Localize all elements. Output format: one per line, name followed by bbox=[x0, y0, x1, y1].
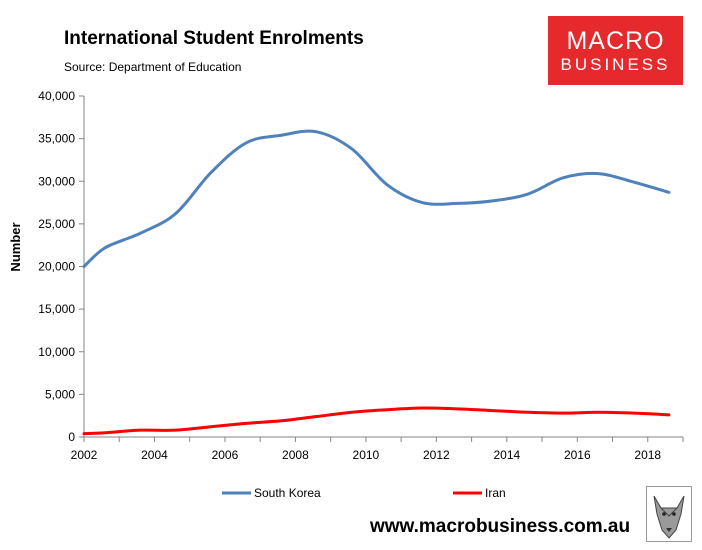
y-tick-label: 25,000 bbox=[38, 217, 75, 231]
y-axis-ticks: 0 5,000 10,000 15,000 20,000 25,000 30,000 35,0… bbox=[38, 89, 84, 444]
macrobusiness-logo: MACRO BUSINESS bbox=[548, 16, 683, 85]
logo-text-macro: MACRO bbox=[566, 27, 665, 55]
series-lines bbox=[82, 129, 671, 436]
y-tick-label: 15,000 bbox=[38, 302, 75, 316]
legend-label-south-korea: South Korea bbox=[254, 486, 321, 500]
x-tick-label: 2018 bbox=[634, 448, 661, 462]
x-tick-label: 2012 bbox=[423, 448, 450, 462]
x-tick-label: 2014 bbox=[493, 448, 520, 462]
y-tick-label: 10,000 bbox=[38, 345, 75, 359]
legend: South Korea Iran bbox=[222, 486, 506, 500]
x-tick-label: 2008 bbox=[282, 448, 309, 462]
legend-label-iran: Iran bbox=[485, 486, 506, 500]
x-tick-label: 2010 bbox=[353, 448, 380, 462]
x-axis-ticks: 2002 2004 2006 2008 2010 2012 2014 2016 2018 bbox=[71, 437, 684, 462]
y-tick-label: 20,000 bbox=[38, 260, 75, 274]
series-line-iran bbox=[82, 406, 671, 436]
x-tick-label: 2004 bbox=[141, 448, 168, 462]
site-url: www.macrobusiness.com.au bbox=[370, 516, 631, 537]
logo-text-business: BUSINESS bbox=[560, 55, 671, 74]
y-tick-label: 40,000 bbox=[38, 89, 75, 103]
x-tick-label: 2016 bbox=[564, 448, 591, 462]
y-axis-label: Number bbox=[8, 222, 23, 271]
y-tick-label: 5,000 bbox=[45, 387, 75, 401]
x-tick-label: 2006 bbox=[212, 448, 239, 462]
y-tick-label: 30,000 bbox=[38, 174, 75, 188]
x-tick-label: 2002 bbox=[71, 448, 98, 462]
y-tick-label: 35,000 bbox=[38, 132, 75, 146]
chart-title: International Student Enrolments bbox=[64, 28, 364, 49]
chart-source: Source: Department of Education bbox=[64, 60, 242, 74]
series-line-south-korea bbox=[82, 129, 671, 268]
y-tick-label: 0 bbox=[68, 430, 75, 444]
wolf-mascot-icon bbox=[646, 486, 692, 542]
